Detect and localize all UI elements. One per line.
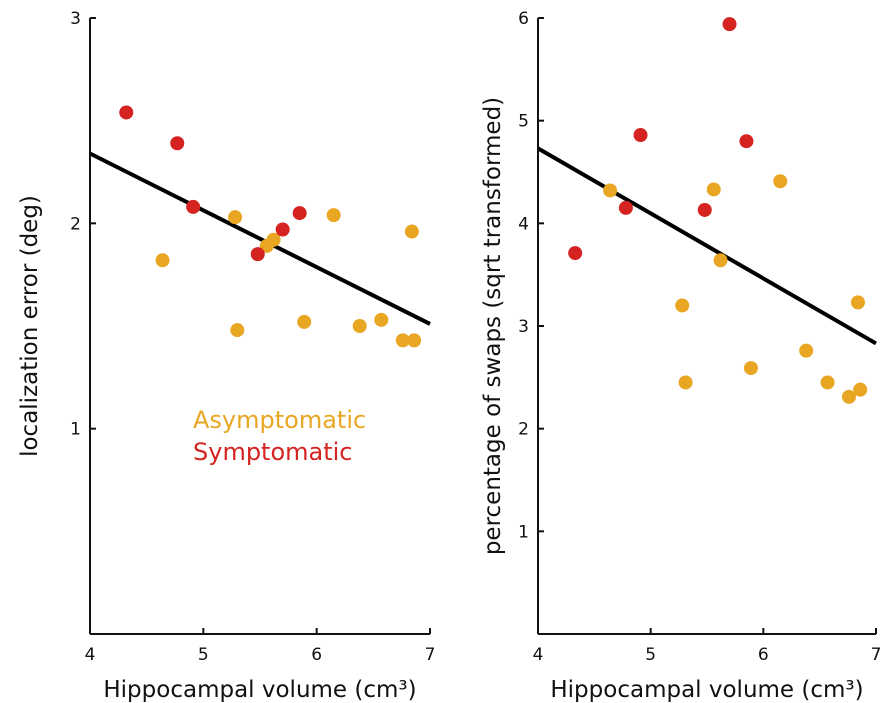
left-asymptomatic-point: [228, 210, 243, 225]
right-y-tick-label: 4: [518, 214, 529, 234]
right-symptomatic-point: [568, 246, 583, 261]
left-x-tick-label: 6: [311, 645, 322, 665]
legend: Asymptomatic Symptomatic: [193, 406, 366, 466]
right-symptomatic-point: [739, 134, 754, 149]
right-symptomatic-point: [722, 17, 737, 32]
left-symptomatic-point: [292, 206, 307, 221]
right-asymptomatic-point: [743, 361, 758, 376]
left-y-tick-label: 2: [70, 214, 81, 234]
right-asymptomatic-point: [820, 375, 835, 390]
left-asymptomatic-point: [155, 253, 170, 268]
left-asymptomatic-point: [374, 312, 389, 327]
right-asymptomatic-point: [603, 183, 618, 198]
right-regression-line: [537, 146, 877, 346]
right-y-tick-label: 2: [518, 420, 529, 440]
right-asymptomatic-point: [850, 295, 865, 310]
left-symptomatic-point: [275, 222, 290, 237]
right-x-tick-label: 6: [758, 645, 769, 665]
right-asymptomatic-point: [853, 382, 868, 397]
left-symptomatic-point: [119, 105, 134, 120]
right-asymptomatic-point: [773, 174, 788, 189]
right-y-axis-title: percentage of swaps (sqrt transformed): [480, 97, 506, 555]
left-scatter-plot: 4 5 6 7 1 2 3 Hippocampal volume (cm³) localiz…: [17, 9, 435, 703]
right-y-tick-label: 5: [518, 112, 529, 132]
left-plot-marks: [89, 105, 431, 348]
right-asymptomatic-point: [678, 375, 693, 390]
right-y-tick-label: 6: [518, 9, 529, 29]
right-x-axis-title: Hippocampal volume (cm³): [550, 677, 863, 703]
right-ticks: 4 5 6 7 1 2 3 4 5 6: [518, 9, 881, 665]
left-asymptomatic-point: [266, 232, 281, 247]
left-y-tick-label: 1: [70, 420, 81, 440]
right-x-tick-label: 5: [645, 645, 656, 665]
right-plot-marks: [537, 17, 877, 404]
left-asymptomatic-point: [297, 314, 312, 329]
right-symptomatic-point: [618, 200, 633, 215]
left-symptomatic-point: [250, 247, 265, 262]
left-x-axis-title: Hippocampal volume (cm³): [103, 677, 416, 703]
right-asymptomatic-point: [713, 253, 728, 268]
left-asymptomatic-point: [352, 319, 367, 333]
right-symptomatic-point: [633, 128, 648, 143]
right-x-tick-label: 7: [871, 645, 881, 665]
right-asymptomatic-point: [706, 182, 721, 197]
left-ticks: 4 5 6 7 1 2 3: [70, 9, 435, 665]
left-regression-line: [89, 151, 431, 326]
legend-asymptomatic: Asymptomatic: [193, 406, 366, 434]
right-y-tick-label: 3: [518, 317, 529, 337]
right-symptomatic-point: [697, 202, 712, 217]
right-y-tick-label: 1: [518, 522, 529, 542]
right-x-tick-label: 4: [533, 645, 544, 665]
right-asymptomatic-point: [841, 389, 856, 404]
left-asymptomatic-point: [404, 224, 419, 239]
left-asymptomatic-point: [395, 333, 410, 348]
legend-symptomatic: Symptomatic: [193, 438, 353, 466]
right-scatter-plot: 4 5 6 7 1 2 3 4 5 6 Hippocampal volume (cm³) perc…: [480, 9, 881, 703]
right-asymptomatic-point: [799, 343, 814, 358]
left-x-tick-label: 5: [198, 645, 209, 665]
left-symptomatic-point: [186, 199, 201, 214]
left-x-tick-label: 7: [425, 645, 436, 665]
left-asymptomatic-point: [230, 323, 245, 338]
left-x-tick-label: 4: [85, 645, 96, 665]
right-asymptomatic-point: [675, 298, 690, 313]
left-y-tick-label: 3: [70, 9, 81, 29]
left-symptomatic-point: [170, 136, 185, 151]
left-asymptomatic-point: [326, 208, 341, 223]
left-asymptomatic-point: [407, 333, 422, 348]
left-y-axis-title: localization error (deg): [17, 195, 43, 457]
